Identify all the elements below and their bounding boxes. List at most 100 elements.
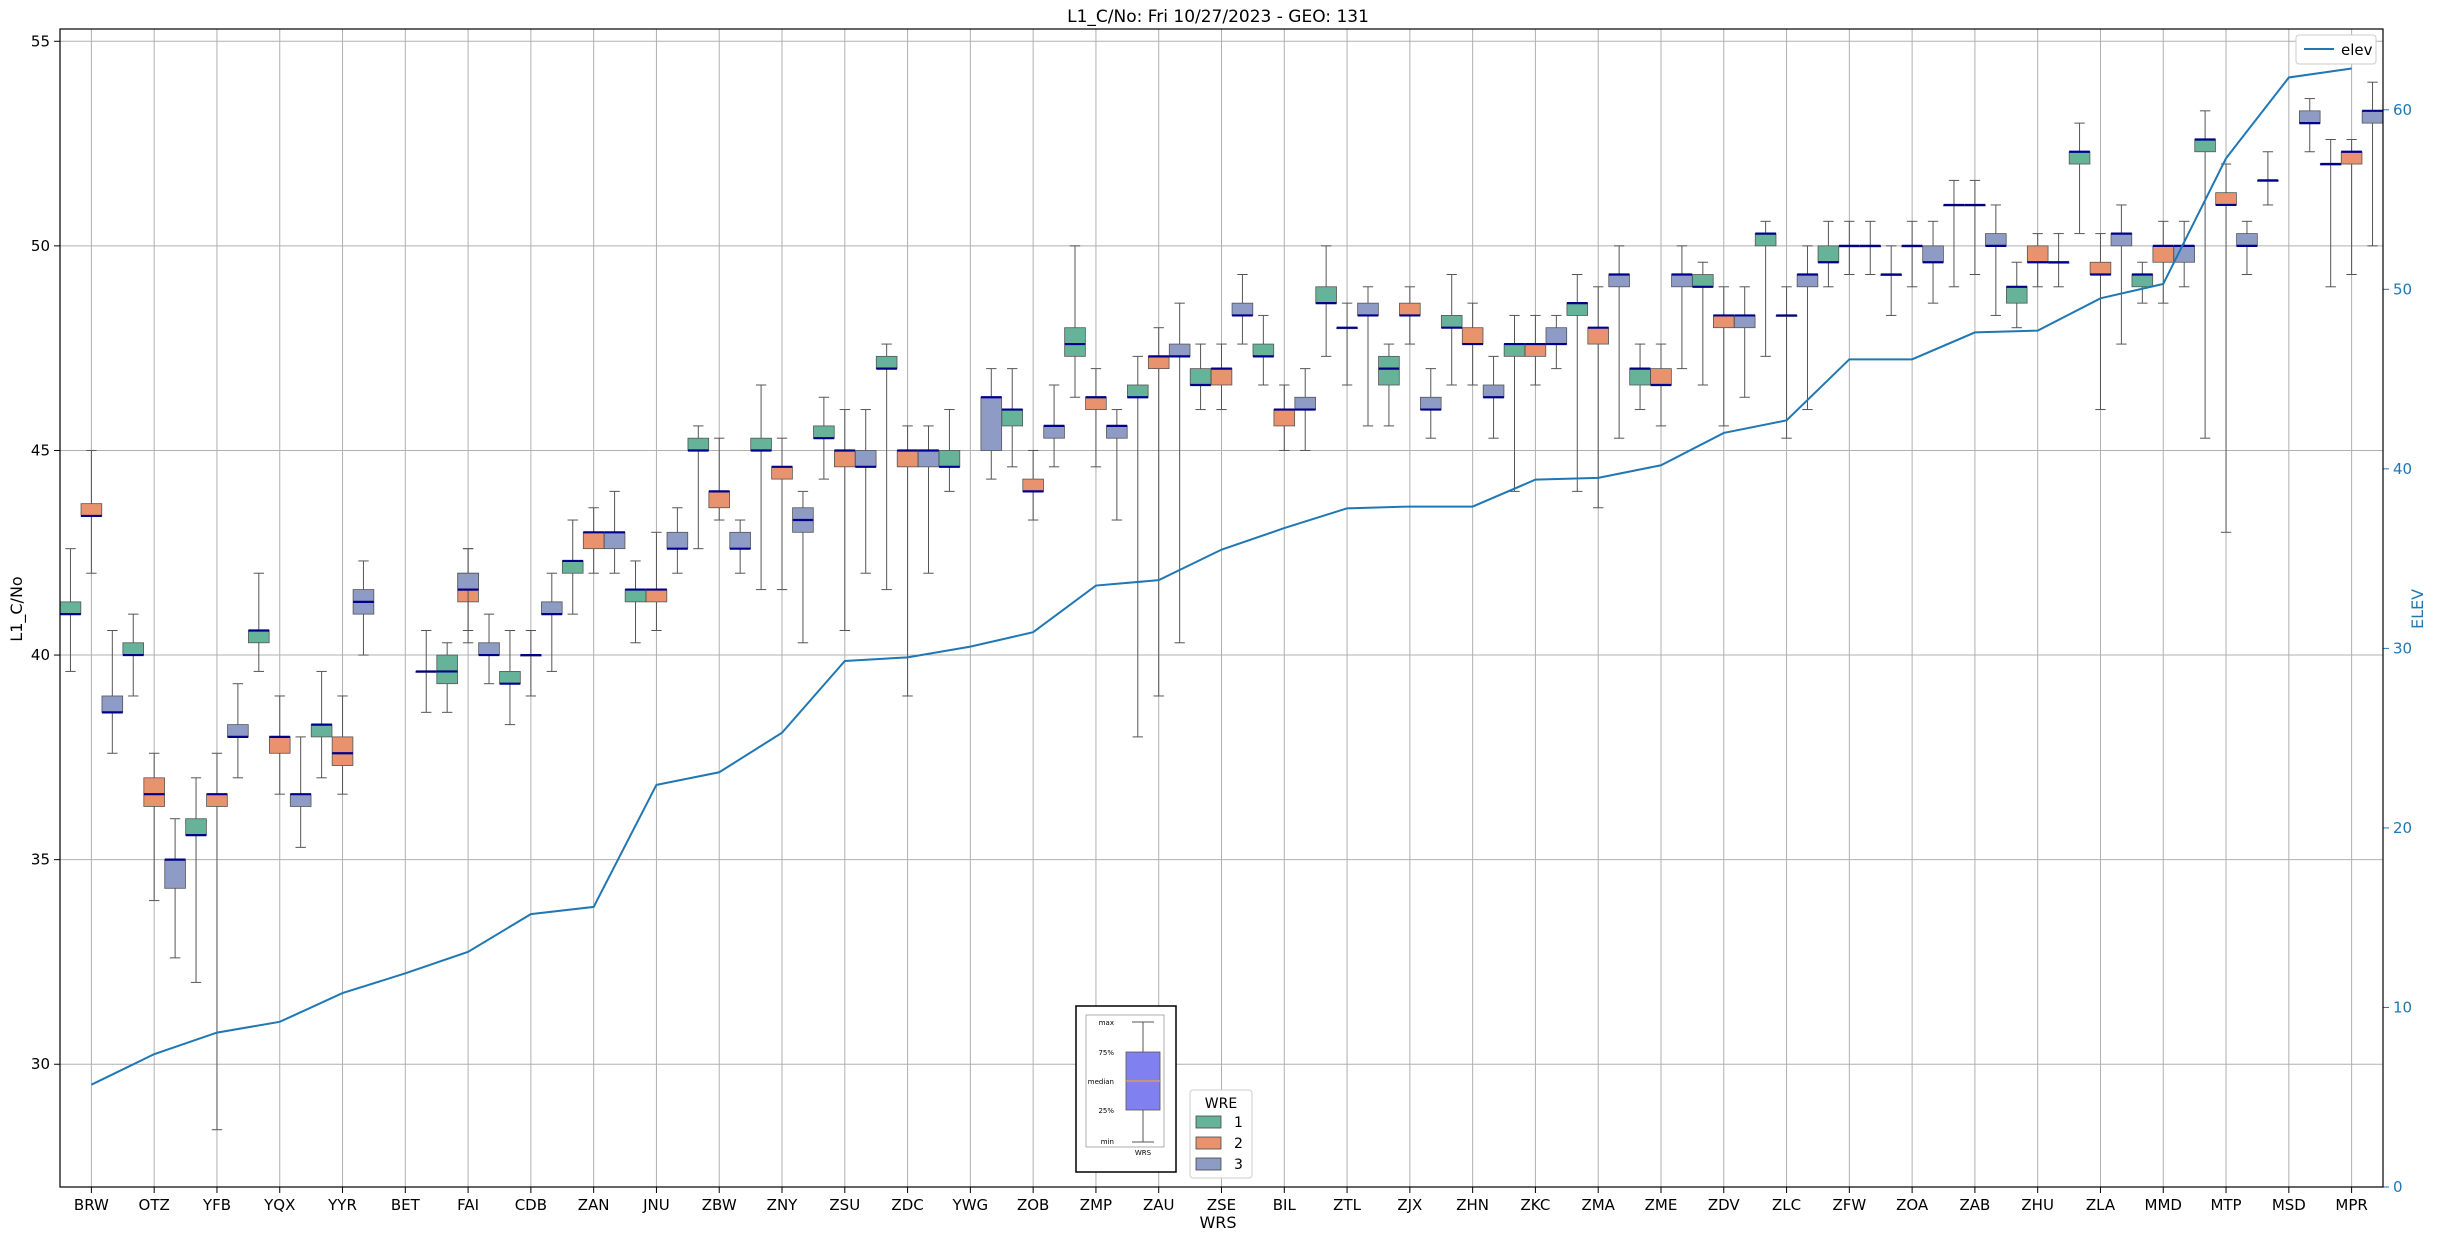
box-body [1923,246,1944,262]
x-tick-label: OTZ [139,1196,170,1214]
x-tick-label: ZSU [829,1196,860,1214]
x-tick-label: ZAN [578,1196,610,1214]
box-body [290,794,311,806]
box-body [2090,262,2111,274]
box-body [897,450,918,466]
box-body [604,532,625,548]
box-body [855,450,876,466]
y2-tick-label: 30 [2393,639,2412,657]
x-tick-label: MSD [2272,1196,2306,1214]
box-body [144,778,165,807]
box-body [1295,397,1316,409]
box-body [1190,369,1211,385]
y2-tick-label: 0 [2393,1178,2403,1196]
y-axis-label: L1_C/No [7,576,27,641]
x-tick-label: BRW [74,1196,109,1214]
elev-legend: elev [2296,35,2376,64]
y-tick-label: 40 [31,646,50,664]
box-body [207,794,228,806]
x-tick-label: YFB [202,1196,231,1214]
box-body [1462,328,1483,344]
x-tick-label: ZTL [1333,1196,1361,1214]
box-body [437,655,458,684]
y2-axis-label: ELEV [2408,589,2427,629]
x-tick-label: ZFW [1832,1196,1866,1214]
key-xlabel: WRS [1135,1149,1152,1157]
wre-legend-label-2: 2 [1234,1136,1243,1152]
key-label-min: min [1101,1138,1114,1146]
x-tick-label: ZJX [1397,1196,1422,1214]
x-tick-label: ZHN [1456,1196,1489,1214]
box-body [667,532,688,548]
box-body [2362,111,2383,123]
box-body [625,590,646,602]
box-body [1065,328,1086,357]
box-body [1525,344,1546,356]
box-body [2237,234,2258,246]
box-body [688,438,709,450]
box-body [1588,328,1609,344]
box-body [1044,426,1065,438]
x-tick-label: ZOA [1896,1196,1929,1214]
x-tick-label: FAI [457,1196,479,1214]
wre-legend-swatch-3 [1196,1158,1221,1170]
x-tick-label: ZMA [1581,1196,1615,1214]
box-body [814,426,835,438]
box-body [1420,397,1441,409]
box-body [730,532,751,548]
x-tick-label: ZDV [1708,1196,1741,1214]
box-body [269,737,290,753]
box-body [2299,111,2320,123]
x-tick-label: ZNY [767,1196,798,1214]
x-tick-label: MPR [2335,1196,2367,1214]
box-body [2153,246,2174,262]
box-body [332,737,353,766]
box-body [2027,246,2048,262]
y2-tick-label: 20 [2393,819,2412,837]
box-body [583,532,604,548]
box-body [1169,344,1190,356]
box-body [1253,344,1274,356]
x-tick-label: ZBW [702,1196,737,1214]
box-body [1755,234,1776,246]
box-body [772,467,793,479]
box-body [1023,479,1044,491]
x-tick-label: CDB [515,1196,547,1214]
box-body [1148,356,1169,368]
box-body [1399,303,1420,315]
box-key-inset: max 75% median 25% min WRS [1076,1006,1176,1172]
wre-legend-title: WRE [1205,1096,1237,1112]
box-body [939,450,960,466]
y2-tick-label: 50 [2393,280,2412,298]
x-tick-label: ZME [1645,1196,1678,1214]
y2-tick-label: 10 [2393,998,2412,1016]
box-body [2216,193,2237,205]
box-body [1567,303,1588,315]
box-body [1211,369,1232,385]
box-body [1086,397,1107,409]
x-tick-label: ZOB [1017,1196,1049,1214]
box-body [2174,246,2195,262]
box-body [2341,152,2362,164]
box-body [1651,369,1672,385]
key-label-75: 75% [1098,1049,1114,1057]
box-body [1232,303,1253,315]
box-body [500,671,521,683]
box-body [1818,246,1839,262]
box-body [165,860,186,889]
box-body [981,397,1002,450]
x-tick-label: ZHU [2021,1196,2054,1214]
box-body [1797,275,1818,287]
x-tick-label: MMD [2145,1196,2182,1214]
x-axis-label: WRS [1199,1213,1236,1232]
elev-legend-label: elev [2341,41,2373,59]
box-body [1630,369,1651,385]
box-body [918,450,939,466]
box-body [248,631,269,643]
x-tick-label: BIL [1273,1196,1297,1214]
box-body [1127,385,1148,397]
wre-legend-label-3: 3 [1234,1157,1243,1173]
wre-legend-swatch-2 [1196,1137,1221,1149]
